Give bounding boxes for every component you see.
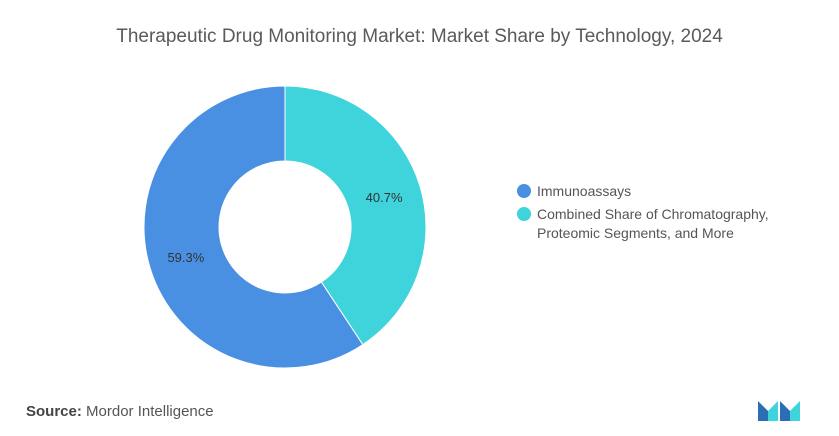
legend: Immunoassays Combined Share of Chromatog… [517, 182, 807, 247]
data-label-immunoassays: 59.3% [167, 250, 204, 265]
source-text: Mordor Intelligence [86, 403, 214, 420]
donut-chart: 40.7% 59.3% [143, 85, 427, 369]
source-prefix: Source: [26, 403, 82, 420]
slice-immunoassays[interactable] [143, 85, 364, 369]
legend-item-combined-share[interactable]: Combined Share of Chromatography, Proteo… [517, 205, 807, 243]
legend-label: Combined Share of Chromatography, Proteo… [537, 206, 769, 241]
slice-combined-share[interactable] [284, 85, 427, 346]
legend-label: Immunoassays [537, 183, 632, 199]
chart-title: Therapeutic Drug Monitoring Market: Mark… [116, 26, 723, 47]
mordor-intelligence-logo-icon [758, 401, 800, 421]
data-label-combined-share: 40.7% [366, 190, 403, 205]
legend-item-immunoassays[interactable]: Immunoassays [517, 182, 807, 201]
source-note: Source: Mordor Intelligence [26, 403, 214, 420]
legend-swatch-combined-share [517, 207, 531, 221]
legend-swatch-immunoassays [517, 184, 531, 198]
